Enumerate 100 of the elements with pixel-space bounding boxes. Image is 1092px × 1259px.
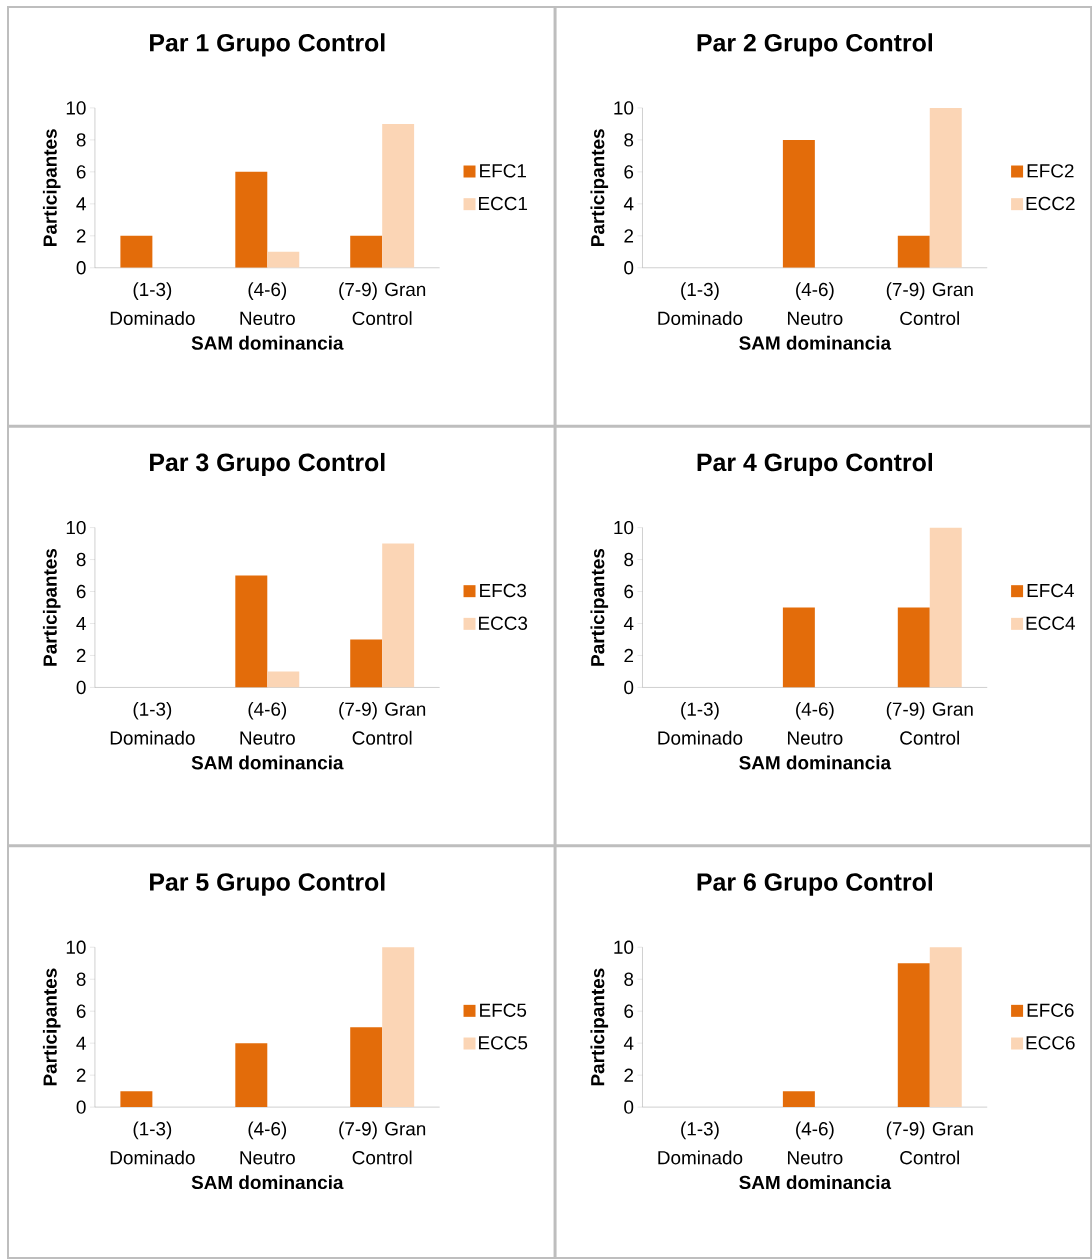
x-axis-title: SAM dominancia [739, 1175, 892, 1190]
y-axis-title: Participantes [590, 968, 609, 1086]
y-tick-label: 2 [624, 648, 633, 663]
bar [350, 235, 383, 268]
x-axis-title: SAM dominancia [739, 755, 892, 770]
y-tick-label: 6 [624, 165, 634, 179]
y-axis-title: Participantes [42, 548, 61, 666]
legend-label: EFC5 [480, 1003, 527, 1017]
y-tick-label: 8 [76, 552, 86, 567]
legend-label: EFC4 [1027, 583, 1074, 598]
y-tick-label: 10 [614, 101, 634, 115]
y-tick-label: 6 [76, 584, 86, 599]
y-tick-label: 6 [624, 1004, 634, 1018]
bar [235, 575, 268, 688]
x-axis-title: SAM dominancia [739, 335, 892, 350]
y-tick-label: 10 [66, 520, 86, 535]
x-tick-label: (7-9) Gran Control [339, 282, 426, 326]
y-axis-title: Participantes [590, 548, 609, 666]
bar [350, 1027, 383, 1108]
y-tick-label: 10 [614, 520, 634, 535]
chart-title: Par 2 Grupo Control [697, 33, 932, 57]
y-tick-label: 10 [66, 940, 86, 954]
y-tick-label: 4 [76, 617, 86, 630]
x-tick-label: (7-9) Gran Control [339, 1121, 426, 1165]
x-tick-label: (7-9) Gran Control [886, 1121, 973, 1165]
chart-title: Par 1 Grupo Control [149, 33, 385, 57]
x-axis-title: SAM dominancia [191, 755, 344, 770]
y-tick-label: 8 [624, 972, 634, 986]
legend-label: ECC5 [478, 1036, 528, 1050]
y-tick-label: 4 [623, 1036, 634, 1050]
x-tick-label: (4-6) Neutro [787, 282, 843, 326]
legend-label: ECC3 [478, 616, 528, 630]
y-tick-label: 2 [76, 1068, 86, 1082]
legend-label: ECC2 [1026, 196, 1075, 211]
legend-label: EFC6 [1027, 1003, 1074, 1017]
legend-label: EFC2 [1027, 164, 1074, 178]
y-tick-label: 4 [76, 1036, 86, 1050]
y-tick-label: 0 [624, 680, 634, 695]
bar [897, 235, 930, 268]
bar [782, 139, 815, 268]
y-tick-label: 4 [623, 197, 634, 211]
bar [235, 1043, 268, 1108]
x-tick-label: (7-9) Gran Control [339, 701, 426, 745]
bar [350, 639, 383, 688]
legend-label: ECC6 [1026, 1036, 1075, 1050]
x-tick-label: (1-3) Dominado [110, 282, 195, 326]
x-axis-title: SAM dominancia [191, 1175, 344, 1190]
bar [382, 123, 415, 268]
y-tick-label: 2 [76, 648, 86, 663]
x-tick-label: (4-6) Neutro [787, 1121, 843, 1165]
y-tick-label: 0 [624, 261, 634, 275]
bar [235, 171, 268, 268]
y-tick-label: 0 [76, 261, 86, 275]
x-tick-label: (4-6) Neutro [240, 1121, 295, 1165]
chart-title: Par 4 Grupo Control [697, 452, 932, 477]
y-tick-label: 8 [624, 552, 634, 567]
x-tick-label: (1-3) Dominado [658, 1121, 743, 1165]
chart-title: Par 6 Grupo Control [697, 872, 932, 896]
legend-label: ECC4 [1026, 616, 1075, 630]
x-tick-label: (1-3) Dominado [110, 1121, 195, 1165]
y-tick-label: 10 [66, 101, 86, 115]
x-tick-label: (4-6) Neutro [787, 701, 843, 745]
bar [897, 963, 930, 1108]
y-tick-label: 0 [76, 680, 86, 695]
chart-title: Par 5 Grupo Control [149, 872, 385, 896]
y-tick-label: 2 [624, 229, 633, 243]
bar [782, 1091, 815, 1108]
x-tick-label: (7-9) Gran Control [886, 701, 973, 745]
legend-label: EFC1 [480, 164, 526, 178]
y-tick-label: 0 [624, 1100, 634, 1114]
chart-title: Par 3 Grupo Control [149, 452, 385, 477]
y-tick-label: 4 [76, 197, 86, 211]
x-tick-label: (1-3) Dominado [658, 701, 743, 745]
bar [382, 543, 415, 688]
x-tick-label: (1-3) Dominado [658, 282, 743, 326]
bar [267, 671, 300, 688]
x-tick-label: (4-6) Neutro [240, 701, 295, 745]
bar [929, 947, 962, 1108]
y-tick-label: 4 [623, 617, 634, 630]
legend-label: ECC1 [478, 196, 527, 211]
y-axis-title: Participantes [590, 129, 609, 246]
y-tick-label: 0 [76, 1100, 86, 1114]
y-tick-label: 8 [76, 133, 86, 147]
y-tick-label: 2 [624, 1068, 633, 1082]
y-tick-label: 6 [76, 1004, 86, 1018]
y-tick-label: 8 [76, 972, 86, 986]
y-tick-label: 2 [76, 229, 86, 243]
y-tick-label: 6 [76, 165, 86, 179]
x-tick-label: (4-6) Neutro [240, 282, 295, 326]
y-tick-label: 10 [614, 940, 634, 954]
bar [929, 107, 962, 268]
bar [267, 251, 300, 268]
x-tick-label: (1-3) Dominado [110, 701, 195, 745]
legend-label: EFC3 [480, 583, 526, 598]
y-axis-title: Participantes [42, 129, 61, 246]
y-axis-title: Participantes [42, 968, 61, 1086]
y-tick-label: 8 [624, 133, 634, 147]
bar [120, 1091, 153, 1108]
bar [382, 947, 415, 1108]
x-tick-label: (7-9) Gran Control [886, 282, 973, 326]
